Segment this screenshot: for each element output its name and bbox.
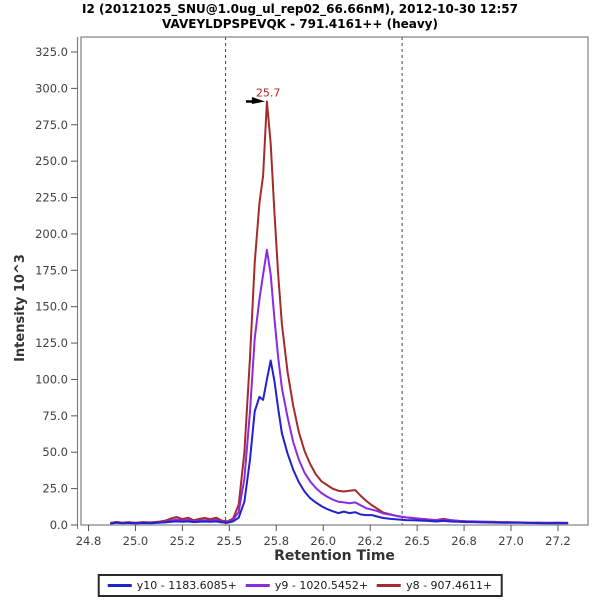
plot-area[interactable] xyxy=(81,37,588,525)
chart-subtitle: VAVEYLDPSPEVQK - 791.4161++ (heavy) xyxy=(162,17,438,31)
legend-label-y10: y10 - 1183.6085+ xyxy=(136,579,237,592)
x-tick-label: 27.2 xyxy=(545,534,571,548)
x-tick-label: 26.0 xyxy=(310,534,336,548)
x-tick-label: 26.5 xyxy=(404,534,430,548)
y-tick-label: 75.0 xyxy=(42,409,68,423)
id-arrow-icon xyxy=(251,96,265,104)
y-tick-label: 200.0 xyxy=(35,227,68,241)
x-axis-title: Retention Time xyxy=(274,548,395,564)
x-tick-label: 27.0 xyxy=(498,534,524,548)
x-tick-label: 26.8 xyxy=(451,534,477,548)
y-tick-label: 300.0 xyxy=(35,81,68,95)
x-tick-label: 26.2 xyxy=(357,534,383,548)
legend-label-y9: y9 - 1020.5452+ xyxy=(274,579,369,592)
y-tick-label: 325.0 xyxy=(35,45,68,59)
peak-rt-annotation[interactable]: 25.7 xyxy=(256,86,281,99)
legend-item-y9: y9 - 1020.5452+ xyxy=(245,579,369,592)
y-tick-label: 50.0 xyxy=(42,445,68,459)
x-tick-label: 24.8 xyxy=(76,534,102,548)
x-tick-label: 25.2 xyxy=(170,534,196,548)
y8-line-swatch xyxy=(377,584,402,587)
y-axis-title: Intensity 10^3 xyxy=(13,254,28,362)
y-tick-label: 150.0 xyxy=(35,300,68,314)
y-tick-label: 25.0 xyxy=(42,482,68,496)
y-tick-label: 125.0 xyxy=(35,336,68,350)
y-tick-label: 250.0 xyxy=(35,154,68,168)
y-tick-label: 225.0 xyxy=(35,191,68,205)
chart-title: I2 (20121025_SNU@1.0ug_ul_rep02_66.66nM)… xyxy=(82,2,518,16)
series-line-y10 xyxy=(110,359,569,525)
y10-line-swatch xyxy=(107,584,132,587)
legend-label-y8: y8 - 907.4611+ xyxy=(406,579,493,592)
y-tick-label: 0.0 xyxy=(50,518,68,532)
plot-border xyxy=(80,36,589,526)
x-tick-label: 25.8 xyxy=(263,534,289,548)
chart-header: I2 (20121025_SNU@1.0ug_ul_rep02_66.66nM)… xyxy=(0,2,600,32)
y-tick-label: 100.0 xyxy=(35,372,68,386)
y-tick-label: 275.0 xyxy=(35,118,68,132)
x-tick-label: 25.5 xyxy=(217,534,243,548)
y-tick-label: 175.0 xyxy=(35,263,68,277)
legend: y10 - 1183.6085+ y9 - 1020.5452+ y8 - 90… xyxy=(97,574,503,597)
legend-item-y10: y10 - 1183.6085+ xyxy=(107,579,237,592)
legend-item-y8: y8 - 907.4611+ xyxy=(377,579,492,592)
y9-line-swatch xyxy=(245,584,270,587)
x-tick-label: 25.0 xyxy=(123,534,149,548)
